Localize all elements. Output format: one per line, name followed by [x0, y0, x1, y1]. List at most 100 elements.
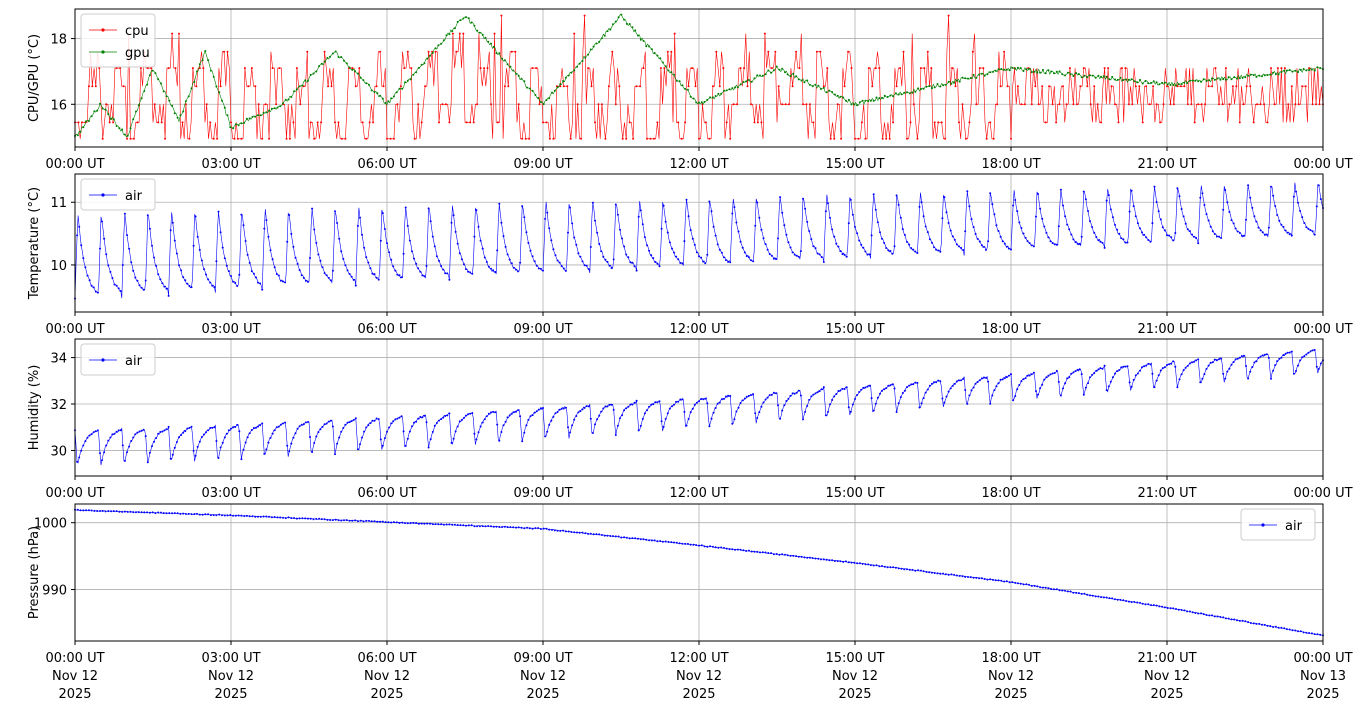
data-point — [440, 523, 443, 526]
data-point — [182, 512, 185, 515]
data-point — [752, 260, 755, 263]
data-point — [972, 576, 975, 579]
data-point — [775, 392, 777, 395]
legend-marker-air — [101, 358, 105, 362]
data-point — [171, 32, 174, 35]
data-point — [947, 390, 950, 393]
data-point — [576, 103, 579, 106]
data-point — [348, 273, 351, 275]
data-point — [995, 224, 998, 227]
data-point — [883, 94, 886, 97]
data-point — [1266, 74, 1269, 77]
data-point — [604, 137, 607, 140]
data-point — [924, 391, 927, 394]
data-point — [637, 34, 639, 37]
data-point — [329, 519, 332, 521]
data-point — [226, 50, 229, 53]
data-point — [362, 79, 365, 82]
data-point — [343, 519, 345, 522]
data-point — [300, 274, 303, 277]
data-point — [426, 57, 429, 60]
data-point — [1253, 215, 1256, 218]
data-point — [317, 431, 320, 434]
data-point — [614, 203, 617, 206]
data-point — [1155, 604, 1158, 607]
data-point — [227, 270, 230, 273]
legend-marker-air — [1261, 523, 1265, 527]
data-point — [937, 121, 940, 124]
data-point — [1103, 246, 1106, 249]
data-point — [512, 526, 515, 529]
series-points-air — [74, 349, 1324, 464]
data-point — [173, 112, 176, 115]
data-point — [404, 206, 407, 209]
data-point — [677, 121, 680, 124]
data-point — [862, 386, 865, 389]
data-point — [154, 512, 157, 515]
data-point — [363, 430, 366, 433]
data-point — [1122, 599, 1125, 602]
data-point — [212, 75, 215, 78]
data-point — [1003, 377, 1006, 380]
data-point — [323, 518, 326, 521]
data-point — [1208, 614, 1211, 617]
data-point — [612, 408, 615, 411]
data-point — [650, 403, 653, 406]
data-point — [889, 566, 892, 569]
data-point — [455, 50, 458, 53]
data-point — [307, 79, 309, 82]
data-point — [498, 202, 501, 205]
data-point — [517, 526, 520, 529]
data-point — [729, 137, 732, 140]
data-point — [1132, 378, 1135, 381]
data-point — [1026, 240, 1029, 243]
data-point — [864, 250, 867, 253]
data-point — [438, 259, 440, 262]
data-point — [1010, 248, 1012, 251]
x-tick-label: Nov 12 — [1144, 669, 1190, 684]
x-tick-label: 2025 — [994, 687, 1027, 702]
x-tick-label: 06:00 UT — [357, 322, 416, 337]
data-point — [969, 77, 972, 79]
data-point — [1255, 622, 1258, 625]
data-point — [442, 523, 445, 526]
data-point — [1041, 85, 1044, 88]
data-point — [833, 137, 836, 140]
data-point — [607, 85, 610, 88]
data-point — [1077, 73, 1080, 76]
data-point — [288, 450, 291, 453]
data-point — [567, 231, 569, 234]
data-point — [529, 415, 532, 418]
data-point — [960, 379, 963, 382]
data-point — [564, 530, 567, 533]
data-point — [140, 286, 143, 289]
data-point — [1216, 77, 1219, 80]
data-point — [854, 137, 856, 140]
data-point — [949, 229, 952, 232]
data-point — [257, 281, 259, 284]
data-point — [217, 210, 220, 213]
data-point — [103, 451, 106, 454]
data-point — [456, 425, 459, 428]
data-point — [247, 85, 250, 88]
data-point — [775, 65, 778, 68]
data-point — [762, 401, 765, 404]
data-point — [1193, 235, 1195, 238]
data-point — [271, 67, 274, 70]
data-point — [989, 71, 992, 74]
data-point — [933, 246, 935, 249]
data-point — [736, 86, 739, 89]
data-point — [277, 425, 280, 428]
data-point — [739, 83, 742, 86]
data-point — [1280, 67, 1283, 70]
data-point — [415, 71, 418, 74]
data-point — [169, 229, 172, 232]
data-point — [1308, 69, 1311, 72]
data-point — [614, 434, 617, 436]
data-point — [506, 63, 509, 66]
data-point — [815, 50, 818, 53]
data-point — [1044, 72, 1047, 75]
data-point — [376, 520, 379, 523]
data-point — [975, 576, 978, 579]
data-point — [261, 137, 264, 140]
